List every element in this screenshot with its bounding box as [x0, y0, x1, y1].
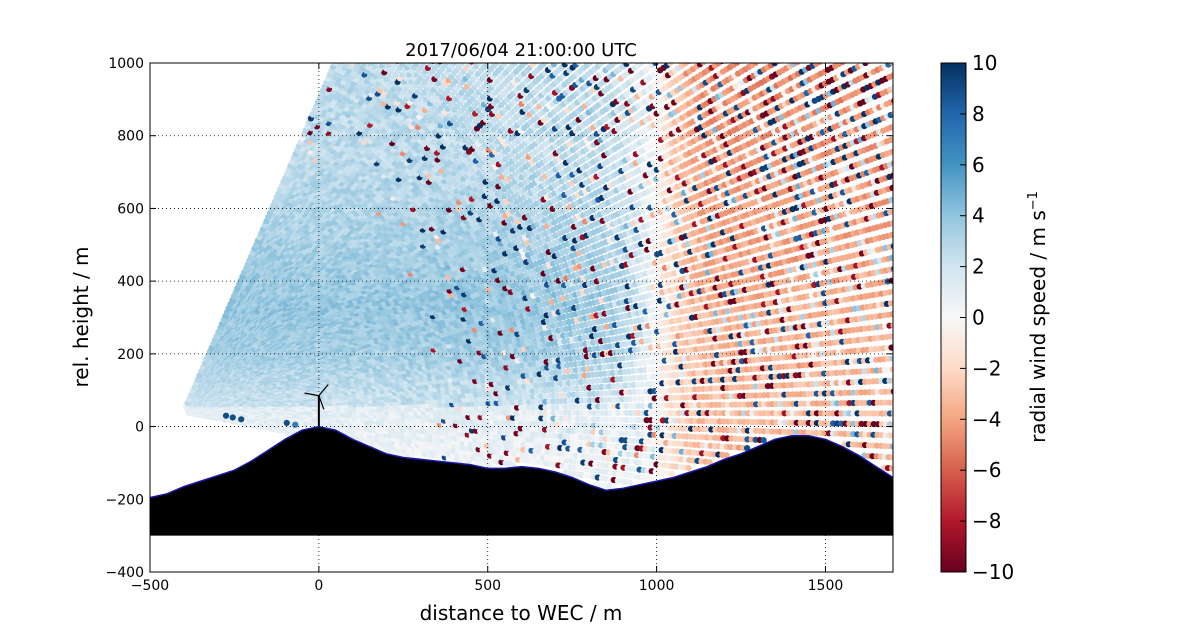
wind-speed-point	[892, 255, 893, 259]
wind-speed-point	[889, 355, 893, 362]
wind-speed-point	[485, 462, 492, 469]
wind-speed-point	[626, 479, 634, 486]
wind-speed-point	[647, 475, 654, 482]
wind-speed-point	[889, 465, 893, 472]
wind-speed-point	[891, 333, 893, 339]
wind-speed-point	[892, 278, 893, 282]
wind-speed-point	[893, 311, 899, 317]
wind-speed-point	[890, 399, 893, 406]
wind-speed-point	[890, 265, 893, 272]
wind-speed-point	[890, 388, 893, 395]
wind-speed-point	[890, 432, 893, 439]
wind-speed-point	[510, 461, 517, 468]
wind-speed-point	[888, 196, 893, 204]
wind-speed-point	[890, 410, 893, 417]
wind-speed-point	[706, 459, 713, 466]
wind-speed-point	[685, 464, 692, 472]
wind-speed-point	[888, 254, 893, 261]
wind-speed-point	[605, 482, 613, 489]
wind-speed-point	[668, 470, 675, 477]
wind-speed-points	[182, 63, 899, 489]
wind-speed-point	[889, 311, 893, 318]
wind-speed-point	[890, 243, 893, 250]
chart-title: 2017/06/04 21:00:00 UTC	[405, 40, 637, 61]
wind-speed-point	[893, 466, 899, 472]
wind-speed-point	[888, 344, 893, 351]
wind-speed-point	[888, 232, 893, 239]
wind-speed-point	[893, 355, 899, 361]
